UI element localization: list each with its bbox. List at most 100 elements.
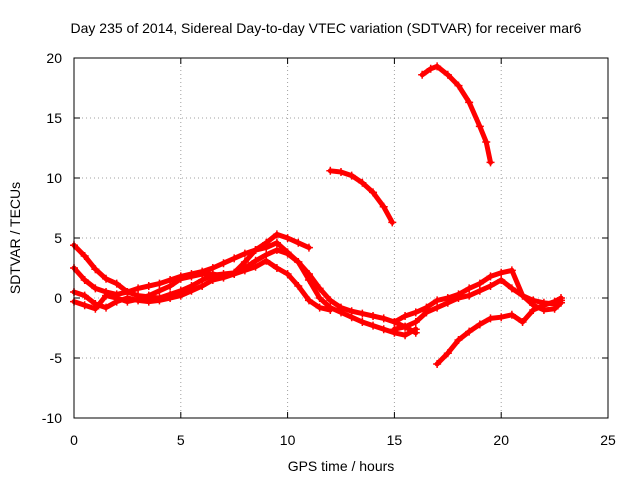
series-track-9 (433, 294, 566, 368)
data-point (369, 312, 378, 320)
data-point (401, 322, 410, 331)
data-point (272, 230, 281, 239)
data-point (91, 265, 100, 274)
data-point (486, 158, 495, 167)
data-point (155, 279, 164, 288)
x-tick-labels: 0 5 10 15 20 25 (70, 432, 616, 448)
data-point (507, 310, 516, 319)
data-point (507, 284, 516, 293)
x-tick-label: 15 (387, 432, 403, 448)
data-point (102, 291, 111, 300)
grid (74, 58, 608, 418)
data-point (176, 286, 185, 295)
data-point (187, 282, 196, 290)
data-point (315, 294, 324, 302)
data-point (497, 268, 506, 277)
data-point (240, 264, 249, 272)
data-point (426, 64, 435, 73)
data-point (379, 314, 388, 323)
y-tick-labels: -10 -5 0 5 10 15 20 (42, 50, 62, 426)
data-point (369, 188, 378, 197)
ticks (73, 57, 609, 419)
data-point (112, 279, 121, 288)
data-point (465, 284, 474, 293)
data-point (219, 259, 228, 268)
data-point (443, 298, 452, 307)
data-point (304, 270, 313, 278)
x-tick-label: 5 (177, 432, 185, 448)
data-point (134, 295, 143, 304)
y-tick-label: -10 (42, 410, 62, 426)
data-point (475, 279, 484, 288)
data-point (411, 318, 420, 326)
data-point (283, 270, 292, 278)
data-point (465, 98, 474, 107)
data-point (433, 62, 442, 71)
x-axis-label: GPS time / hours (288, 458, 395, 474)
series-track-1 (70, 256, 335, 314)
data-point (433, 303, 442, 312)
data-point (262, 250, 271, 259)
data-point (475, 286, 484, 295)
data-point (80, 291, 89, 300)
data-point (369, 321, 378, 330)
data-point (411, 328, 420, 337)
series-layer (70, 62, 566, 368)
y-tick-label: -5 (50, 350, 63, 366)
data-point (240, 249, 249, 258)
data-point (388, 218, 397, 227)
x-tick-label: 0 (70, 432, 78, 448)
data-point (401, 312, 410, 320)
data-point (283, 234, 292, 242)
x-tick-label: 25 (600, 432, 616, 448)
data-point (443, 349, 452, 358)
series-track-4 (70, 246, 420, 337)
data-point (155, 286, 164, 295)
data-point (358, 309, 367, 318)
data-point (176, 274, 185, 283)
data-point (102, 274, 111, 283)
data-point (379, 202, 388, 211)
chart-title: Day 235 of 2014, Sidereal Day-to-day VTE… (71, 20, 582, 36)
data-point (91, 304, 100, 313)
data-point (337, 303, 345, 312)
series-track-5 (326, 166, 397, 227)
data-point (80, 276, 89, 284)
data-point (518, 291, 527, 300)
data-point (166, 282, 175, 290)
data-point (251, 246, 260, 254)
data-point (102, 303, 111, 312)
data-point (518, 318, 527, 326)
data-point (272, 246, 281, 254)
data-point (433, 360, 442, 368)
data-point (550, 297, 559, 306)
data-point (539, 301, 548, 310)
data-point (482, 138, 491, 146)
data-point (123, 297, 132, 306)
data-point (557, 294, 566, 302)
data-point (347, 171, 356, 180)
data-point (262, 243, 271, 252)
data-point (475, 320, 484, 329)
data-point (112, 294, 121, 302)
data-point (465, 327, 474, 336)
series-line (419, 63, 493, 165)
series-line (434, 295, 564, 367)
data-point (454, 336, 463, 344)
data-point (144, 282, 153, 290)
data-point (283, 249, 292, 258)
y-tick-label: 0 (54, 290, 62, 306)
data-point (304, 243, 313, 252)
data-point (304, 296, 313, 305)
data-point (187, 272, 196, 281)
data-point (230, 254, 239, 263)
data-point (144, 291, 153, 300)
series-track-7 (390, 266, 566, 326)
y-tick-label: 15 (46, 110, 62, 126)
x-tick-label: 20 (493, 432, 509, 448)
data-point (230, 270, 239, 278)
data-point (294, 282, 303, 290)
series-track-6 (418, 62, 495, 167)
y-axis-label: SDTVAR / TECUs (7, 182, 23, 294)
